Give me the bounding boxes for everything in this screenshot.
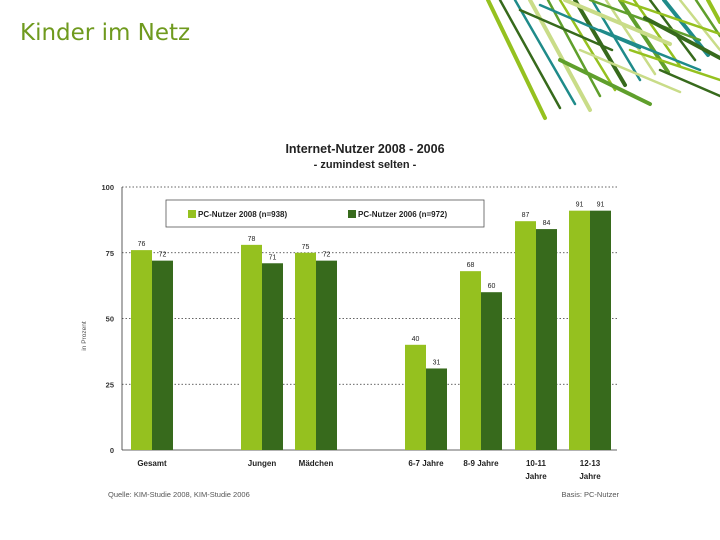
deco-stripe [498, 0, 562, 110]
chart-subtitle: - zumindest selten - [314, 159, 417, 171]
data-label: 75 [302, 244, 310, 251]
deco-stripe [558, 0, 617, 92]
deco-stripe [643, 16, 720, 60]
basis-note: Basis: PC-Nutzer [561, 490, 619, 499]
legend-swatch-2008 [188, 210, 196, 218]
bar-2006 [152, 260, 173, 450]
deco-stripe [538, 3, 642, 50]
deco-stripe [618, 0, 720, 36]
data-label: 91 [597, 202, 605, 209]
chart-title: Internet-Nutzer 2008 - 2006 [285, 142, 444, 156]
deco-stripe [628, 48, 720, 82]
legend-swatch-2006 [348, 210, 356, 218]
x-tick-label: 6-7 Jahre [408, 459, 444, 468]
x-tick-label: Mädchen [299, 459, 334, 468]
bar-2006 [590, 210, 611, 450]
x-tick-label: Jungen [248, 459, 277, 468]
y-tick-label: 0 [110, 446, 114, 455]
deco-stripe [563, 0, 672, 46]
data-label: 91 [576, 202, 584, 209]
y-tick-label: 100 [101, 183, 114, 192]
deco-stripe [706, 0, 720, 24]
legend: PC-Nutzer 2008 (n=938) PC-Nutzer 2006 (n… [165, 199, 485, 228]
data-label: 60 [488, 283, 496, 290]
data-label: 76 [138, 241, 146, 248]
bar-2006 [316, 260, 337, 450]
bar-2008 [460, 271, 481, 450]
x-tick-label: 12-13 Jahre [579, 459, 601, 481]
deco-stripe [546, 0, 602, 98]
data-label: 71 [269, 254, 277, 261]
bar-2008 [131, 250, 152, 450]
x-tick-label: 10-11 Jahre [525, 459, 547, 481]
y-axis-label: in Prozent [81, 321, 88, 350]
x-tick-label: Gesamt [137, 459, 167, 468]
deco-stripe [678, 0, 720, 52]
bar-2008 [569, 210, 590, 450]
bar-2006 [481, 292, 502, 450]
x-tick-label: 8-9 Jahre [463, 459, 499, 468]
bar-2006 [262, 263, 283, 450]
data-label: 78 [248, 236, 256, 243]
bar-2008 [515, 221, 536, 450]
deco-stripe [658, 68, 720, 98]
slide-title: Kinder im Netz [20, 20, 191, 46]
bar-2008 [405, 344, 426, 450]
bars: 76 72 Gesamt 78 71 Jungen 75 72 Mädchen 40 31 6-7 J… [131, 202, 611, 481]
deco-stripe [558, 58, 652, 106]
data-label: 72 [323, 252, 331, 259]
data-label: 31 [433, 359, 441, 366]
y-tick-label: 75 [106, 249, 114, 258]
deco-stripe [598, 28, 702, 72]
data-label: 84 [543, 220, 551, 227]
legend-box [165, 199, 485, 228]
bar-2008 [241, 244, 262, 450]
bar-2008 [295, 252, 316, 450]
deco-stripe [694, 0, 720, 38]
data-label: 68 [467, 262, 475, 269]
deco-stripe [513, 0, 577, 106]
y-tick-label: 50 [106, 315, 114, 324]
decorative-stripes [486, 0, 720, 120]
y-tick-label: 25 [106, 380, 114, 389]
deco-stripe [604, 0, 657, 76]
legend-label-2008: PC-Nutzer 2008 (n=938) [198, 210, 287, 219]
data-label: 87 [522, 212, 530, 219]
legend-label-2006: PC-Nutzer 2006 (n=972) [358, 210, 447, 219]
deco-stripe [578, 48, 682, 94]
bar-2006 [536, 229, 557, 450]
deco-stripe [518, 8, 614, 52]
bar-2006 [426, 368, 447, 450]
data-label: 40 [412, 336, 420, 343]
deco-stripe [632, 0, 682, 68]
deco-stripe [573, 0, 627, 87]
deco-stripe [486, 0, 547, 120]
data-label: 72 [159, 252, 167, 259]
source-note: Quelle: KIM-Studie 2008, KIM-Studie 2006 [108, 490, 250, 499]
